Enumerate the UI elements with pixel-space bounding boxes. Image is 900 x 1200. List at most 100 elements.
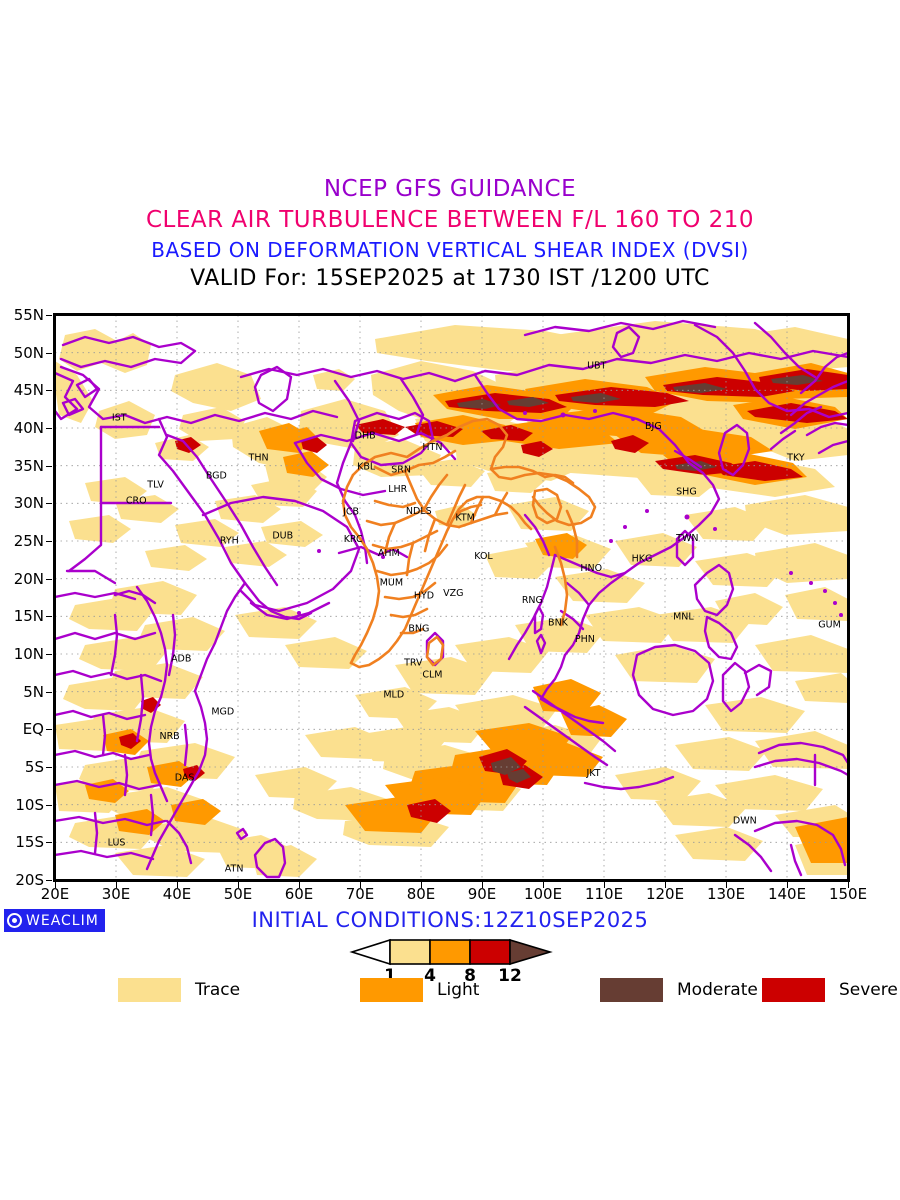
legend-label-moderate: Moderate	[677, 980, 758, 1000]
lon-tick-label-90E: 90E	[467, 885, 497, 903]
lon-tick-mark-100E	[543, 882, 544, 888]
legend-item-light: Light	[360, 978, 479, 1002]
city-label-kol: KOL	[474, 551, 493, 562]
lat-tick-label-15S: 15S	[15, 833, 44, 852]
city-label-srn: SRN	[391, 464, 411, 475]
lon-tick-mark-150E	[848, 882, 849, 888]
lon-tick-label-120E: 120E	[645, 885, 685, 903]
lat-tick-label-10N: 10N	[13, 645, 44, 663]
map-gridlines	[55, 315, 848, 880]
city-label-tlv: TLV	[146, 480, 164, 491]
lat-tick-label-EQ: EQ	[22, 720, 44, 739]
city-label-dwn: DWN	[733, 816, 757, 827]
city-label-gum: GUM	[818, 620, 841, 631]
legend-item-severe: Severe	[762, 978, 898, 1002]
lat-tick-mark-45N	[46, 390, 52, 391]
lon-tick-label-150E: 150E	[828, 885, 868, 903]
lon-tick-label-80E: 80E	[406, 885, 436, 903]
colorbar-tick-12: 12	[498, 966, 522, 986]
city-label-das: DAS	[175, 773, 195, 784]
initial-conditions-text: INITIAL CONDITIONS:12Z10SEP2025	[251, 908, 649, 932]
lat-tick-mark-EQ	[46, 729, 52, 730]
legend-item-moderate: Moderate	[600, 978, 758, 1002]
title-block: NCEP GFS GUIDANCE CLEAR AIR TURBULENCE B…	[0, 178, 900, 290]
lon-tick-mark-70E	[360, 882, 361, 888]
legend-item-trace: Trace	[118, 978, 240, 1002]
lon-tick-mark-90E	[482, 882, 483, 888]
colorbar: 1 4 8 12	[344, 938, 558, 986]
colorbar-band-severe	[469, 939, 511, 965]
city-label-adb: ADB	[171, 654, 191, 665]
legend-swatch-moderate	[600, 978, 663, 1002]
colorbar-graphic	[349, 938, 553, 966]
city-label-nrb: NRB	[159, 731, 179, 742]
turbulence-map[interactable]: IST TLV CRO BGD THN RYH DUB ADB MGD NRB DAS LUS ATN D…	[53, 313, 850, 882]
coastline-borders	[55, 319, 848, 879]
lon-tick-label-70E: 70E	[345, 885, 375, 903]
lat-tick-label-50N: 50N	[13, 343, 44, 362]
lon-tick-mark-130E	[726, 882, 727, 888]
weaclim-logo[interactable]: WEACLIM	[4, 909, 105, 932]
city-label-jkt: JKT	[585, 768, 600, 779]
city-label-ndls: NDLS	[406, 506, 432, 517]
city-label-vzg: VZG	[443, 588, 463, 599]
city-label-cro: CRO	[126, 495, 147, 506]
title-valid-time: VALID For: 15SEP2025 at 1730 IST /1200 U…	[190, 266, 710, 291]
lat-tick-mark-15N	[46, 616, 52, 617]
colorbar-tick-4: 4	[424, 966, 436, 986]
lon-tick-mark-110E	[604, 882, 605, 888]
lon-tick-label-40E: 40E	[162, 885, 192, 903]
city-label-layer: IST TLV CRO BGD THN RYH DUB ADB MGD NRB DAS LUS ATN D…	[108, 360, 841, 874]
lat-tick-label-10S: 10S	[15, 795, 44, 814]
city-label-mgd: MGD	[211, 706, 234, 717]
lon-tick-label-110E: 110E	[584, 885, 624, 903]
city-label-jcb: JCB	[342, 507, 359, 518]
title-agency: NCEP GFS GUIDANCE	[323, 176, 577, 202]
city-label-bnk: BNK	[548, 617, 569, 628]
colorbar-under-arrow	[349, 938, 391, 966]
weaclim-circle-icon	[7, 913, 22, 928]
lon-tick-mark-50E	[238, 882, 239, 888]
city-label-bgd: BGD	[206, 470, 227, 481]
lat-tick-mark-15S	[46, 842, 52, 843]
city-label-hno: HNO	[580, 563, 602, 574]
lat-tick-mark-20S	[46, 880, 52, 881]
lon-tick-mark-140E	[787, 882, 788, 888]
city-label-clm: CLM	[422, 669, 442, 680]
lat-tick-mark-30N	[46, 503, 52, 504]
lat-tick-mark-20N	[46, 579, 52, 580]
city-label-dhb: DHB	[355, 431, 376, 442]
city-label-bjg: BJG	[645, 421, 662, 432]
lat-tick-label-45N: 45N	[13, 381, 44, 400]
lat-tick-mark-55N	[46, 315, 52, 316]
lat-tick-mark-5S	[46, 767, 52, 768]
lon-tick-mark-80E	[421, 882, 422, 888]
lat-tick-label-20N: 20N	[13, 569, 44, 588]
turbulence-moderate-layer	[457, 375, 823, 783]
city-label-bng: BNG	[408, 623, 429, 634]
city-label-tky: TKY	[786, 452, 805, 463]
city-label-shg: SHG	[676, 486, 697, 497]
lon-tick-mark-30E	[116, 882, 117, 888]
city-label-phn: PHN	[575, 634, 595, 645]
india-administrative-borders	[341, 417, 597, 669]
city-label-ubt: UBT	[587, 360, 606, 371]
city-label-dub: DUB	[272, 531, 293, 542]
category-legend: Trace Light Moderate Severe	[0, 978, 900, 1008]
lat-tick-mark-10S	[46, 805, 52, 806]
lon-tick-label-100E: 100E	[523, 885, 563, 903]
legend-label-severe: Severe	[839, 980, 898, 1000]
lon-tick-mark-60E	[299, 882, 300, 888]
title-product: CLEAR AIR TURBULENCE BETWEEN F/L 160 TO …	[145, 207, 755, 233]
legend-label-light: Light	[437, 980, 480, 1000]
legend-label-trace: Trace	[195, 980, 241, 1000]
colorbar-tick-8: 8	[464, 966, 476, 986]
city-label-mum: MUM	[380, 577, 403, 588]
colorbar-band-light	[429, 939, 471, 965]
city-label-ktm: KTM	[455, 513, 475, 524]
legend-swatch-trace	[118, 978, 181, 1002]
city-label-hyd: HYD	[414, 590, 434, 601]
lat-tick-label-40N: 40N	[13, 419, 44, 437]
city-label-thn: THN	[248, 452, 269, 463]
